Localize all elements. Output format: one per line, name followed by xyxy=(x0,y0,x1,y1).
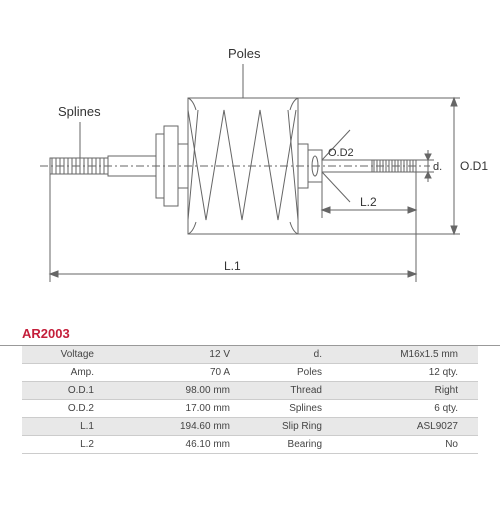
table-cell: 12 V xyxy=(102,346,250,364)
table-cell: Right xyxy=(330,382,478,400)
table-cell: L.1 xyxy=(22,418,102,436)
table-cell: Amp. xyxy=(22,364,102,382)
table-cell: ASL9027 xyxy=(330,418,478,436)
table-row: L.246.10 mmBearingNo xyxy=(22,436,478,454)
table-cell: Thread xyxy=(250,382,330,400)
label-splines: Splines xyxy=(58,104,101,119)
table-cell: Poles xyxy=(250,364,330,382)
table-row: O.D.217.00 mmSplines6 qty. xyxy=(22,400,478,418)
table-cell: 98.00 mm xyxy=(102,382,250,400)
table-cell: No xyxy=(330,436,478,454)
table-row: Voltage12 Vd.M16x1.5 mm xyxy=(22,346,478,364)
label-poles: Poles xyxy=(228,46,261,61)
table-cell: 46.10 mm xyxy=(102,436,250,454)
table-cell: 194.60 mm xyxy=(102,418,250,436)
table-row: O.D.198.00 mmThreadRight xyxy=(22,382,478,400)
table-cell: 6 qty. xyxy=(330,400,478,418)
table-cell: O.D.1 xyxy=(22,382,102,400)
table-cell: M16x1.5 mm xyxy=(330,346,478,364)
table-cell: Bearing xyxy=(250,436,330,454)
label-od2: O.D2 xyxy=(328,147,354,159)
table-cell: 70 A xyxy=(102,364,250,382)
table-row: L.1194.60 mmSlip RingASL9027 xyxy=(22,418,478,436)
label-d: d. xyxy=(433,161,442,173)
specifications-table: Voltage12 Vd.M16x1.5 mmAmp.70 APoles12 q… xyxy=(22,346,478,454)
table-row: Amp.70 APoles12 qty. xyxy=(22,364,478,382)
label-od1: O.D1 xyxy=(460,159,488,173)
technical-drawing: Splines Poles O.D1 d. O.D2 L.2 L.1 xyxy=(10,10,490,320)
table-cell: Splines xyxy=(250,400,330,418)
label-l1: L.1 xyxy=(224,259,241,273)
table-cell: L.2 xyxy=(22,436,102,454)
table-cell: 12 qty. xyxy=(330,364,478,382)
table-cell: Voltage xyxy=(22,346,102,364)
table-cell: 17.00 mm xyxy=(102,400,250,418)
label-l2: L.2 xyxy=(360,195,377,209)
table-cell: Slip Ring xyxy=(250,418,330,436)
part-code: AR2003 xyxy=(0,320,500,346)
table-cell: d. xyxy=(250,346,330,364)
table-cell: O.D.2 xyxy=(22,400,102,418)
